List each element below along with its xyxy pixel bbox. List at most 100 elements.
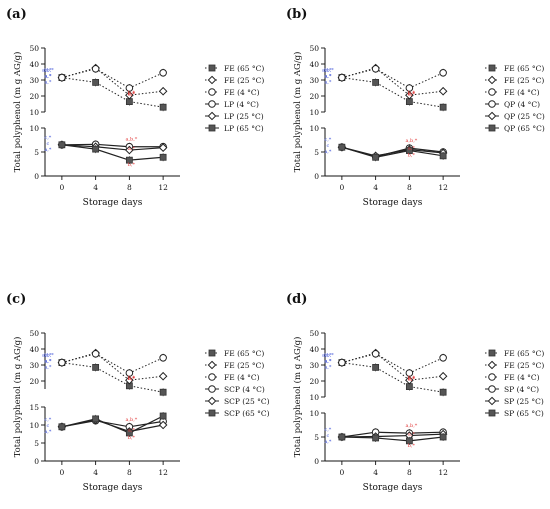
legend-marker [207,396,217,406]
series-line [61,143,164,148]
data-point [371,350,380,358]
x-tick-label: 8 [407,183,412,192]
series-line [61,415,164,434]
significance-label: c [46,423,49,429]
legend-marker [488,124,496,132]
chart-panel-b: (b) Total polyphenol (m g AG/g) Storage da… [286,7,545,208]
data-point [439,152,447,160]
data-point [159,354,167,362]
data-point [338,358,346,367]
legend-marker [488,88,496,96]
significance-label: b,* [408,376,416,382]
y-tick-label: 0 [314,457,319,466]
series-line [341,362,444,393]
data-point [159,69,167,77]
y-tick-label: 40 [29,60,39,69]
data-point [438,86,448,96]
data-point [338,143,346,151]
significance-label: b,* [128,375,136,381]
data-point [372,79,380,86]
y-tick-label: 10 [29,124,39,133]
y-tick-label: 10 [309,393,319,402]
y-axis-title: Total polyphenol (m g AG/g) [292,337,303,458]
significance-label: a,* [408,146,416,152]
x-tick-label: 12 [158,183,168,192]
y-tick-label: 0 [314,172,319,181]
y-tick-label: 0 [34,457,39,466]
data-point [158,143,168,152]
y-tick-label: 50 [29,44,39,53]
x-tick-label: 0 [59,183,64,192]
x-tick-label: 8 [127,468,132,477]
significance-label: a,* [128,427,136,433]
legend-label: FE (65 °C) [504,64,544,73]
y-tick-label: 50 [309,329,319,338]
legend-label: FE (4 °C) [224,373,260,382]
y-axis-title: Total polyphenol (m g AG/g) [12,52,23,173]
legend-marker [208,88,216,96]
data-point [338,73,346,82]
y-tick-label: 30 [29,361,39,370]
significance-label: a,* [324,359,332,365]
x-tick-label: 8 [407,468,412,477]
y-tick-label: 30 [309,76,319,85]
data-point [405,437,413,445]
data-point [371,65,380,73]
y-tick-label: 40 [309,60,319,69]
series-line [341,68,444,89]
data-point [405,375,414,385]
x-tick-label: 12 [158,468,168,477]
data-point [125,84,134,92]
x-axis-title: Storage days [363,483,423,493]
x-tick-label: 4 [373,183,378,192]
series-5 [58,140,167,165]
significance-label: b,* [324,353,332,359]
legend-label: FE (4 °C) [224,88,260,97]
data-point [58,73,66,82]
significance-label: a,* [324,365,332,371]
data-point [125,369,134,377]
significance-label: a,* [128,146,136,152]
legend-marker [208,100,216,108]
data-point [58,141,66,149]
x-tick-label: 4 [93,468,98,477]
legend-marker [488,373,496,381]
series-line [61,67,164,96]
panel-label: (d) [286,292,307,307]
y-tick-label: 30 [309,361,319,370]
y-tick-label: 20 [309,377,319,386]
legend-label: FE (65 °C) [224,349,264,358]
significance-label: a,* [324,359,332,365]
legend-marker [208,124,216,132]
legend-marker [208,64,216,72]
x-tick-label: 12 [438,183,448,192]
legend-marker [488,100,496,108]
series-line [341,433,444,438]
significance-label: c,* [128,92,135,98]
y-tick-label: 40 [309,345,319,354]
data-point [125,375,134,385]
significance-label: c,* [128,376,135,382]
significance-label: a,b,* [405,423,417,429]
panel-label: (a) [6,7,27,22]
legend-marker [208,409,216,417]
significance-label: a,* [324,74,332,80]
series-line [341,146,444,157]
chart-panel-d: (d) Total polyphenol (m g AG/g) Storage da… [286,292,544,493]
legend-label: LP (4 °C) [224,100,259,109]
y-tick-label: 40 [29,345,39,354]
legend-label: SCP (4 °C) [224,385,265,394]
series-line [341,436,444,442]
y-tick-label: 5 [34,148,39,157]
y-tick-label: 5 [314,433,319,442]
data-point [159,388,167,396]
x-axis-title: Storage days [83,198,143,208]
significance-label: c,* [324,427,331,433]
data-point [405,90,414,100]
data-point [125,429,133,437]
legend-label: SCP (25 °C) [224,397,270,406]
significance-label: c [46,141,49,147]
y-tick-label: 10 [309,409,319,418]
legend-marker [487,396,497,406]
